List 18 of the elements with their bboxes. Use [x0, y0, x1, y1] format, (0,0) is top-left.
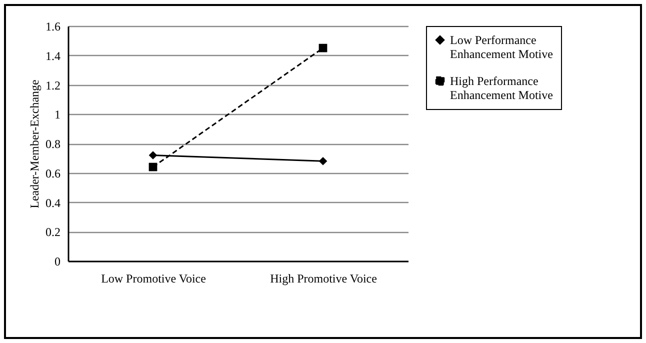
legend-label: High Performance Enhancement Motive: [450, 74, 553, 102]
point: [148, 162, 158, 172]
point: [148, 151, 158, 160]
y-tick-label: 0.2: [46, 225, 60, 240]
point: [318, 44, 328, 52]
legend-label: Low Performance Enhancement Motive: [450, 33, 553, 61]
x-tick-label: High Promotive Voice: [270, 272, 377, 286]
x-tick-label: Low Promotive Voice: [101, 272, 206, 286]
y-tick-label: 0.8: [46, 137, 60, 151]
y-tick-label: 1.6: [46, 20, 60, 34]
y-tick-label: 1: [54, 108, 60, 122]
y-tick-label: 0.6: [46, 166, 60, 180]
y-tick-label: 1.2: [46, 78, 60, 92]
y-tick-label: 0: [54, 254, 60, 268]
point: [318, 156, 328, 166]
y-tick-label: 1.4: [46, 48, 60, 63]
y-tick-label: 0.4: [46, 196, 60, 210]
y-axis-title: Leader-Member-Exchange: [28, 80, 42, 208]
